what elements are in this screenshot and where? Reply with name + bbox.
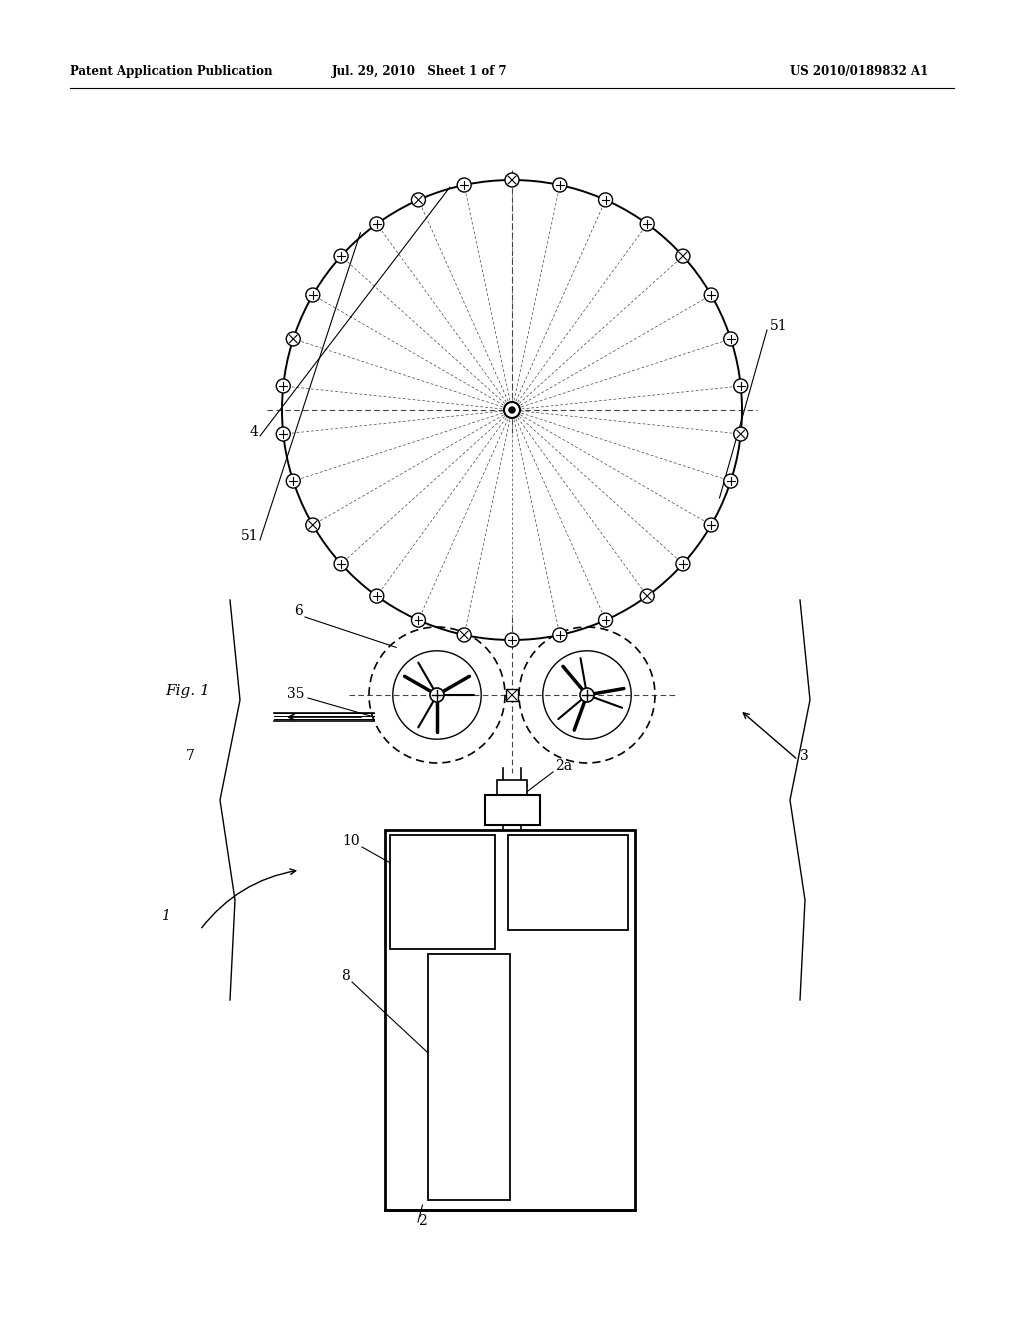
Text: Fig. 1: Fig. 1	[165, 684, 210, 698]
Circle shape	[287, 331, 300, 346]
Circle shape	[580, 688, 594, 702]
FancyBboxPatch shape	[484, 795, 540, 825]
Text: 3: 3	[800, 748, 809, 763]
Text: 4: 4	[249, 425, 258, 440]
Circle shape	[457, 178, 471, 191]
Circle shape	[412, 612, 425, 627]
Circle shape	[734, 428, 748, 441]
FancyBboxPatch shape	[506, 689, 518, 701]
Circle shape	[457, 628, 471, 642]
Circle shape	[306, 288, 319, 302]
Circle shape	[287, 474, 300, 488]
Circle shape	[430, 688, 444, 702]
Circle shape	[676, 557, 690, 572]
Circle shape	[504, 403, 520, 418]
Circle shape	[276, 379, 290, 393]
Text: US 2010/0189832 A1: US 2010/0189832 A1	[790, 66, 928, 78]
FancyBboxPatch shape	[497, 780, 527, 800]
Circle shape	[276, 428, 290, 441]
Circle shape	[640, 589, 654, 603]
Text: Jul. 29, 2010   Sheet 1 of 7: Jul. 29, 2010 Sheet 1 of 7	[332, 66, 508, 78]
Circle shape	[640, 216, 654, 231]
Circle shape	[370, 216, 384, 231]
Circle shape	[553, 178, 567, 191]
Circle shape	[412, 193, 425, 207]
Circle shape	[306, 517, 319, 532]
FancyBboxPatch shape	[508, 836, 628, 931]
Circle shape	[676, 249, 690, 263]
Text: 8: 8	[341, 969, 350, 983]
Circle shape	[334, 557, 348, 572]
Circle shape	[705, 517, 718, 532]
Text: Patent Application Publication: Patent Application Publication	[70, 66, 272, 78]
Circle shape	[599, 193, 612, 207]
FancyBboxPatch shape	[390, 836, 495, 949]
Circle shape	[724, 474, 737, 488]
Circle shape	[505, 634, 519, 647]
Text: 51: 51	[770, 319, 787, 333]
Text: 7: 7	[185, 748, 195, 763]
FancyBboxPatch shape	[427, 954, 510, 1200]
Text: 10: 10	[342, 834, 360, 847]
Text: 2a: 2a	[555, 759, 572, 774]
Circle shape	[509, 407, 515, 413]
Circle shape	[705, 288, 718, 302]
Circle shape	[334, 249, 348, 263]
Text: 35: 35	[288, 686, 305, 701]
Text: 6: 6	[294, 605, 303, 618]
Text: 1: 1	[161, 909, 169, 923]
Circle shape	[734, 379, 748, 393]
Circle shape	[724, 331, 737, 346]
Circle shape	[599, 612, 612, 627]
Circle shape	[505, 173, 519, 187]
Circle shape	[553, 628, 567, 642]
Text: 2: 2	[418, 1214, 427, 1228]
Text: 51: 51	[241, 529, 258, 543]
Circle shape	[370, 589, 384, 603]
